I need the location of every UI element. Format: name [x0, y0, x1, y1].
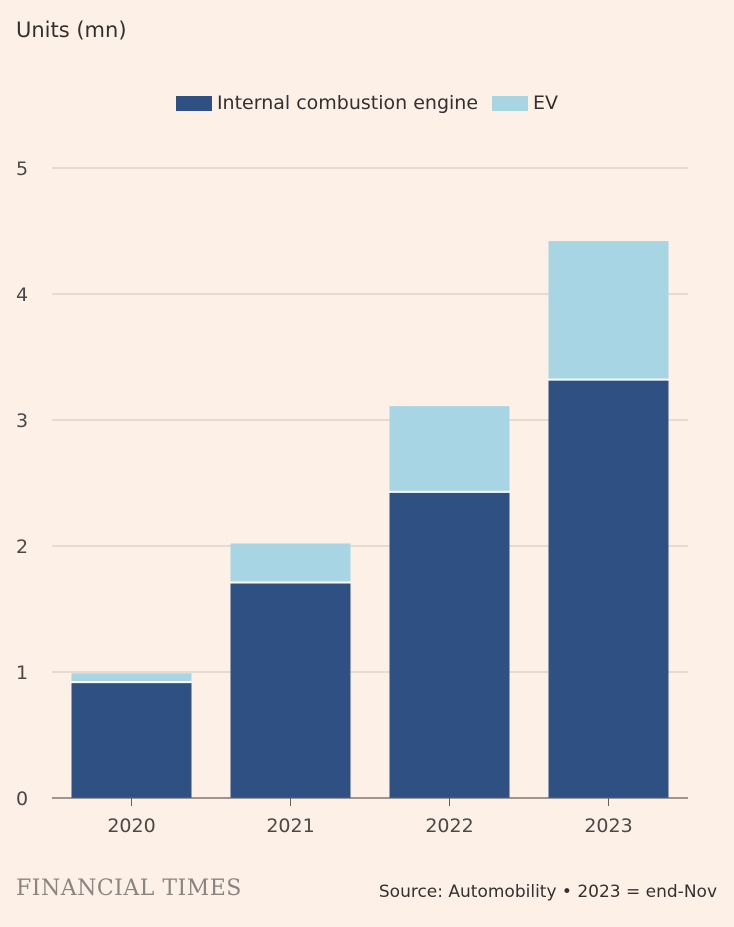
legend-swatch-ice — [175, 95, 212, 111]
x-tick-label: 2022 — [425, 815, 473, 837]
bar-2020-ev — [71, 673, 192, 683]
x-tick-label: 2020 — [107, 815, 155, 837]
y-tick-label: 5 — [16, 158, 28, 180]
y-tick-label: 3 — [16, 410, 28, 432]
y-tick-label: 0 — [16, 788, 28, 810]
source-note: Source: Automobility • 2023 = end-Nov — [378, 882, 717, 902]
legend-label-ice: Internal combustion engine — [216, 92, 479, 114]
x-tick-label: 2021 — [266, 815, 314, 837]
bar-2021-ev — [230, 543, 351, 583]
legend-label-ev: EV — [533, 92, 559, 114]
legend-swatch-ev — [492, 95, 529, 111]
y-tick-label: 4 — [16, 284, 28, 306]
legend-item-ice: Internal combustion engine — [175, 92, 479, 114]
unit-label: Units (mn) — [16, 18, 127, 42]
bar-2020-ice — [71, 682, 192, 798]
brand-logo: FINANCIAL TIMES — [16, 876, 242, 901]
bar-2022-ev — [389, 406, 510, 492]
legend-item-ev: EV — [492, 92, 558, 114]
x-tick-label: 2023 — [584, 815, 632, 837]
bar-2022-ice — [389, 491, 510, 798]
bar-2023-ev — [548, 241, 669, 380]
bar-2021-ice — [230, 582, 351, 798]
y-tick-label: 1 — [16, 662, 28, 684]
bar-2023-ice — [548, 379, 669, 798]
y-tick-label: 2 — [16, 536, 28, 558]
chart-legend: Internal combustion engine EV — [0, 92, 734, 114]
